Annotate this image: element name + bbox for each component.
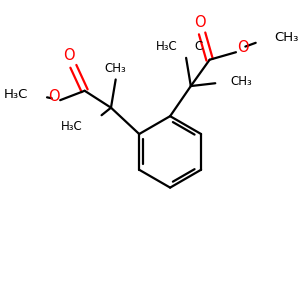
Text: O: O	[63, 47, 74, 62]
Text: O: O	[194, 15, 206, 30]
Text: H₃C: H₃C	[156, 40, 178, 53]
Text: C: C	[195, 40, 203, 53]
Text: CH₃: CH₃	[105, 62, 127, 75]
Text: CH₃: CH₃	[274, 31, 299, 44]
Text: H₃C: H₃C	[61, 120, 83, 133]
Text: O: O	[48, 89, 59, 104]
Text: H₃C: H₃C	[4, 88, 28, 101]
Text: O: O	[237, 40, 248, 55]
Text: CH₃: CH₃	[230, 75, 252, 88]
